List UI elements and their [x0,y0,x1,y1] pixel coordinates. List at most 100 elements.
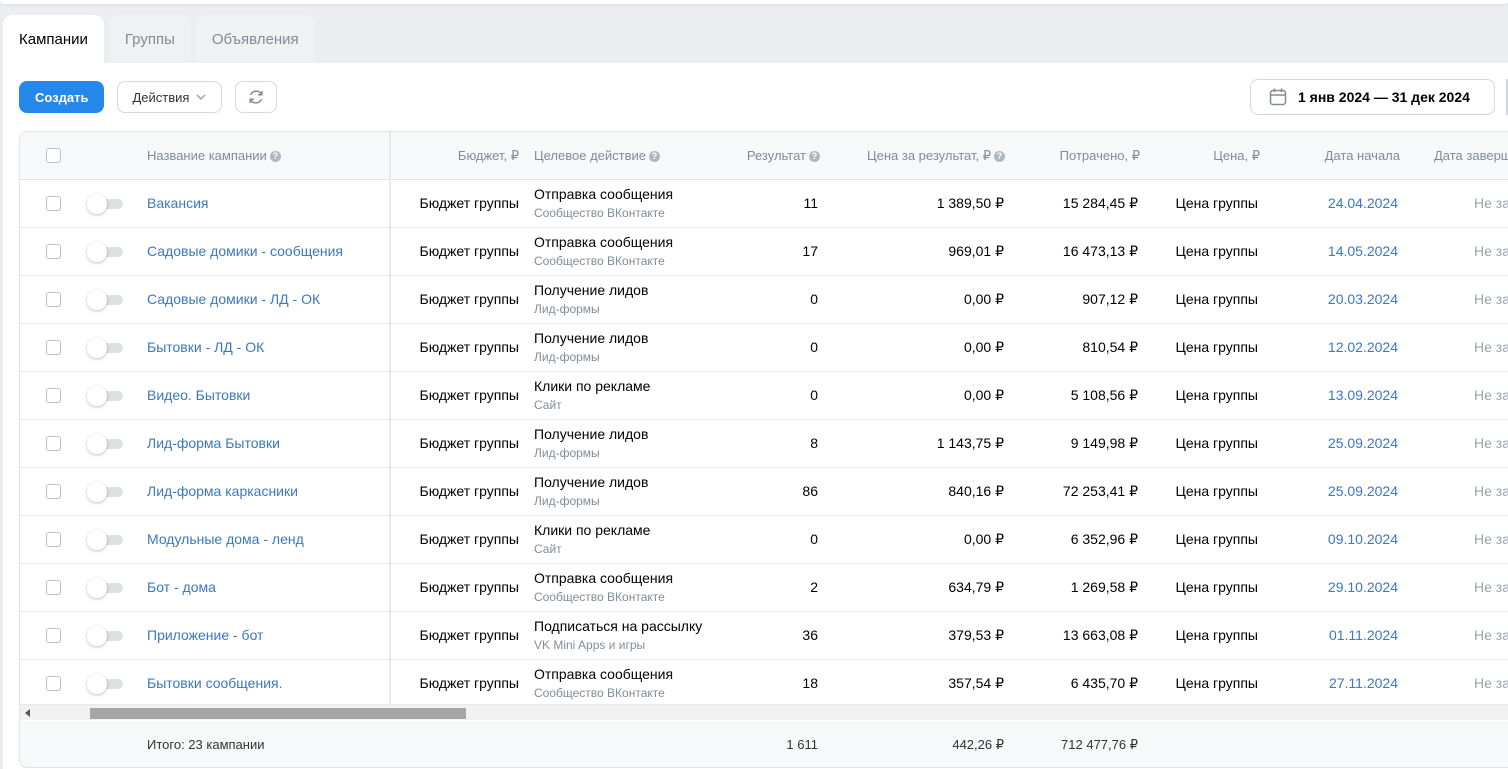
table-row[interactable]: Бытовки - ЛД - ОК Бюджет группы Получение … [20,324,1508,372]
row-checkbox[interactable] [46,388,61,403]
end-date-cell: Не за [1474,435,1508,451]
goal-source: Сайт [534,398,562,412]
campaign-status-toggle[interactable] [87,338,123,358]
campaign-name-link[interactable]: Лид-форма каркасники [147,483,298,499]
campaign-name-link[interactable]: Бот - дома [147,579,216,595]
table-row[interactable]: Лид-форма Бытовки Бюджет группы Получение … [20,420,1508,468]
table-row[interactable]: Видео. Бытовки Бюджет группы Клики по рекл… [20,372,1508,420]
column-header-budget[interactable]: Бюджет, ₽ [457,148,519,163]
table-row[interactable]: Садовые домики - ЛД - ОК Бюджет группы Пол… [20,276,1508,324]
table-row[interactable]: Модульные дома - ленд Бюджет группы Клики … [20,516,1508,564]
date-range-picker[interactable]: 1 янв 2024 — 31 дек 2024 [1250,79,1495,115]
row-checkbox[interactable] [46,484,61,499]
column-header-cost-per-result[interactable]: Цена за результат, ₽? [830,132,1005,180]
campaign-status-toggle[interactable] [87,530,123,550]
campaign-status-toggle[interactable] [87,674,123,694]
campaign-name-link[interactable]: Бытовки - ЛД - ОК [147,339,265,355]
campaign-status-toggle[interactable] [87,242,123,262]
help-icon[interactable]: ? [809,151,820,163]
table-row[interactable]: Лид-форма каркасники Бюджет группы Получен… [20,468,1508,516]
scrollbar-thumb[interactable] [90,708,466,719]
column-header-name[interactable]: Название кампании? [147,132,377,180]
row-checkbox[interactable] [46,676,61,691]
column-header-goal[interactable]: Целевое действие? [534,132,714,180]
start-date-link[interactable]: 29.10.2024 [1327,579,1398,595]
goal-cell: Получение лидов Лид-формы [534,468,648,515]
campaign-status-toggle[interactable] [87,290,123,310]
select-all-checkbox[interactable] [46,148,61,163]
goal-source: Лид-формы [534,494,600,508]
start-date-link[interactable]: 09.10.2024 [1327,531,1398,547]
tab-ads[interactable]: Объявления [195,15,315,63]
toggle-knob [87,338,107,358]
campaign-name-link[interactable]: Видео. Бытовки [147,387,251,403]
campaign-name-link[interactable]: Садовые домики - ЛД - ОК [147,291,321,307]
table-row[interactable]: Садовые домики - сообщения Бюджет группы О… [20,228,1508,276]
goal-action: Отправка сообщения [534,666,674,682]
row-checkbox[interactable] [46,436,61,451]
row-checkbox[interactable] [46,580,61,595]
campaign-status-toggle[interactable] [87,386,123,406]
price-cell: Цена группы [1175,339,1258,355]
toggle-knob [87,578,107,598]
column-header-spent[interactable]: Потрачено, ₽ [1059,148,1140,163]
campaign-status-toggle[interactable] [87,434,123,454]
campaign-name-link[interactable]: Приложение - бот [147,627,264,643]
actions-dropdown[interactable]: Действия [117,81,223,113]
column-header-start-date[interactable]: Дата начала [1324,148,1400,163]
tab-groups[interactable]: Группы [108,15,191,63]
table-row[interactable]: Вакансия Бюджет группы Отправка сообщения С… [20,180,1508,228]
start-date-link[interactable]: 01.11.2024 [1328,627,1398,643]
row-checkbox[interactable] [46,292,61,307]
campaign-name-link[interactable]: Бытовки сообщения. [147,675,283,691]
table-row[interactable]: Приложение - бот Бюджет группы Подписаться… [20,612,1508,660]
goal-action: Получение лидов [534,330,649,346]
campaign-status-toggle[interactable] [87,578,123,598]
campaign-name-link[interactable]: Садовые домики - сообщения [147,243,343,259]
campaign-status-toggle[interactable] [87,194,123,214]
toggle-knob [87,386,107,406]
help-icon[interactable]: ? [649,151,660,163]
horizontal-scrollbar[interactable] [20,704,1508,720]
column-header-price[interactable]: Цена, ₽ [1213,148,1260,163]
campaign-name-link[interactable]: Лид-форма Бытовки [147,435,280,451]
column-header-end-date[interactable]: Дата заверш [1434,148,1508,163]
table-row[interactable]: Бытовки сообщения. Бюджет группы Отправка … [20,660,1508,708]
scroll-left-arrow-icon[interactable] [25,709,30,717]
help-icon[interactable]: ? [269,151,281,163]
tab-campaigns[interactable]: Кампании [3,15,104,63]
campaign-status-toggle[interactable] [87,482,123,502]
budget-cell: Бюджет группы [419,531,520,547]
budget-cell: Бюджет группы [419,243,520,259]
column-header-result[interactable]: Результат? [710,132,820,180]
row-checkbox[interactable] [46,340,61,355]
start-date-link[interactable]: 24.04.2024 [1327,195,1398,211]
top-bar [0,0,1508,4]
budget-cell: Бюджет группы [419,435,520,451]
create-button[interactable]: Создать [19,81,105,113]
start-date-link[interactable]: 20.03.2024 [1327,291,1398,307]
refresh-button[interactable] [235,81,278,113]
campaign-name-link[interactable]: Модульные дома - ленд [147,531,304,547]
goal-cell: Отправка сообщения Сообщество ВКонтакте [534,564,673,611]
cost-per-result-cell: 1 389,50 ₽ [936,195,1004,211]
budget-cell: Бюджет группы [419,195,520,211]
table-row[interactable]: Бот - дома Бюджет группы Отправка сообщени… [20,564,1508,612]
help-icon[interactable]: ? [994,151,1005,163]
start-date-link[interactable]: 25.09.2024 [1327,435,1398,451]
cost-per-result-cell: 0,00 ₽ [963,387,1004,403]
row-checkbox[interactable] [46,244,61,259]
start-date-link[interactable]: 25.09.2024 [1327,483,1398,499]
start-date-link[interactable]: 12.02.2024 [1327,339,1398,355]
cost-per-result-cell: 0,00 ₽ [963,531,1004,547]
start-date-link[interactable]: 27.11.2024 [1328,675,1398,691]
campaign-status-toggle[interactable] [87,626,123,646]
start-date-link[interactable]: 13.09.2024 [1327,387,1398,403]
row-checkbox[interactable] [46,532,61,547]
row-checkbox[interactable] [46,196,61,211]
row-checkbox[interactable] [46,628,61,643]
end-date-cell: Не за [1474,243,1508,259]
start-date-link[interactable]: 14.05.2024 [1327,243,1398,259]
price-cell: Цена группы [1175,675,1258,691]
campaign-name-link[interactable]: Вакансия [147,195,209,211]
